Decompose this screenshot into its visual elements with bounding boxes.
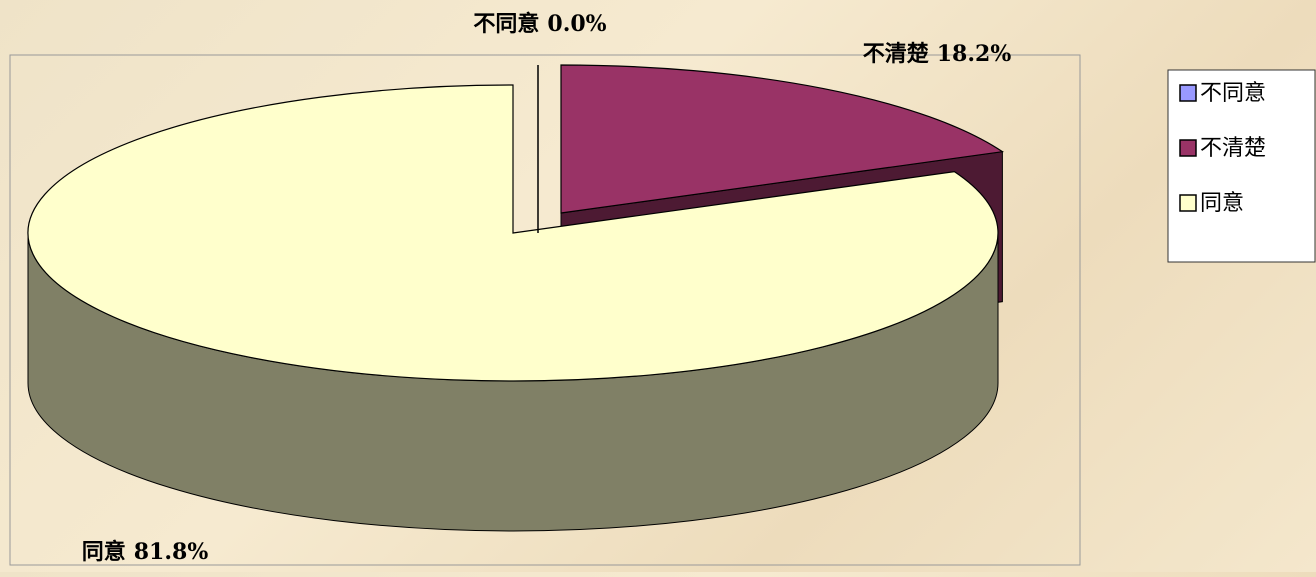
legend-label: 同意 (1200, 191, 1244, 216)
data-label: 不清楚 18.2% (863, 41, 1012, 67)
data-label-value: 0.0% (547, 11, 606, 37)
plot-area (9, 54, 1081, 566)
legend-swatch (1179, 139, 1197, 157)
legend-label: 不同意 (1200, 81, 1266, 106)
legend-swatch (1179, 84, 1197, 102)
slice (27, 84, 999, 532)
data-label-value: 18.2% (937, 41, 1012, 67)
legend-swatch (1179, 194, 1197, 212)
data-label-value: 81.8% (134, 539, 209, 565)
legend (1167, 69, 1316, 263)
data-label-category: 不同意 (473, 11, 539, 37)
slice-top (560, 64, 1005, 214)
data-label-category: 同意 (82, 539, 126, 565)
data-label: 不同意 0.0% (473, 11, 606, 37)
slice-top (27, 84, 999, 382)
legend-label: 不清楚 (1200, 136, 1266, 161)
data-label-category: 不清楚 (863, 41, 929, 67)
data-label: 同意 81.8% (82, 539, 209, 565)
